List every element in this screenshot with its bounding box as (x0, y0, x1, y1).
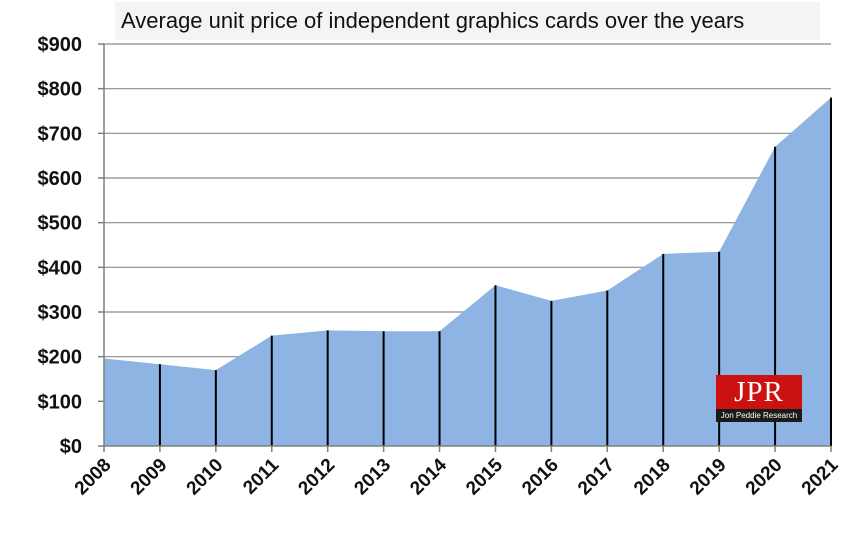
jpr-logo: JPR Jon Peddie Research (716, 375, 802, 422)
x-tick-label: 2010 (183, 455, 228, 500)
x-tick-label: 2012 (294, 455, 339, 500)
x-tick-label: 2021 (798, 454, 843, 499)
y-tick-label: $400 (38, 257, 83, 279)
y-tick-label: $700 (38, 123, 83, 145)
y-tick-label: $0 (60, 436, 82, 458)
y-tick-label: $600 (38, 168, 83, 190)
y-tick-label: $100 (38, 391, 83, 413)
x-tick-label: 2017 (574, 455, 619, 500)
chart-title: Average unit price of independent graphi… (115, 2, 820, 40)
x-tick-label: 2014 (406, 454, 451, 499)
x-tick-label: 2009 (127, 455, 172, 500)
x-tick-label: 2011 (239, 454, 283, 498)
y-tick-label: $300 (38, 302, 83, 324)
x-tick-label: 2018 (630, 455, 675, 500)
x-tick-label: 2008 (71, 455, 116, 500)
x-tick-label: 2020 (742, 455, 787, 500)
y-tick-label: $500 (38, 213, 83, 235)
y-tick-label: $900 (38, 34, 83, 56)
x-tick-label: 2016 (518, 455, 563, 500)
x-tick-label: 2013 (350, 455, 395, 500)
y-tick-label: $800 (38, 79, 83, 101)
x-tick-label: 2015 (462, 454, 507, 499)
y-tick-label: $200 (38, 347, 83, 369)
logo-mark: JPR (734, 376, 784, 408)
logo-subtitle: Jon Peddie Research (716, 409, 802, 422)
area-series (104, 97, 831, 446)
x-tick-label: 2019 (686, 455, 731, 500)
